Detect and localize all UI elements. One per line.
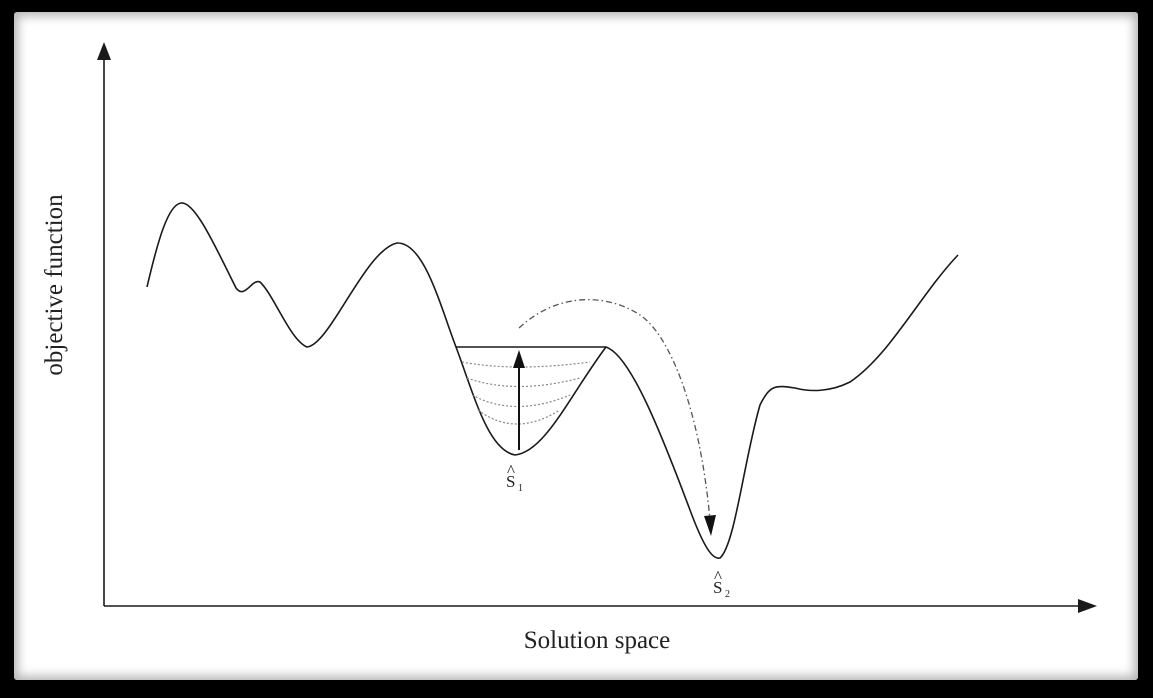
x-axis-arrow [1078, 599, 1097, 613]
x-axis-label: Solution space [524, 627, 671, 654]
dotted-level-1 [461, 361, 591, 368]
s2-hat: ^ [714, 567, 722, 586]
s1-label: S [506, 472, 515, 491]
y-axis-label: objective function [41, 194, 68, 376]
jump-arrow-head [704, 515, 716, 536]
landscape-curve [146, 202, 959, 559]
s2-subscript: 2 [725, 589, 730, 600]
dotted-level-4 [477, 409, 561, 425]
s1-hat: ^ [507, 461, 515, 480]
jump-arrow [518, 299, 711, 521]
s1-subscript: 1 [518, 483, 523, 494]
figure-panel [14, 12, 1138, 680]
fill-up-arrow-head [513, 350, 525, 368]
s2-label: S [713, 578, 722, 597]
y-axis-arrow [97, 42, 111, 60]
dotted-level-3 [471, 394, 571, 408]
dotted-level-2 [466, 377, 581, 388]
